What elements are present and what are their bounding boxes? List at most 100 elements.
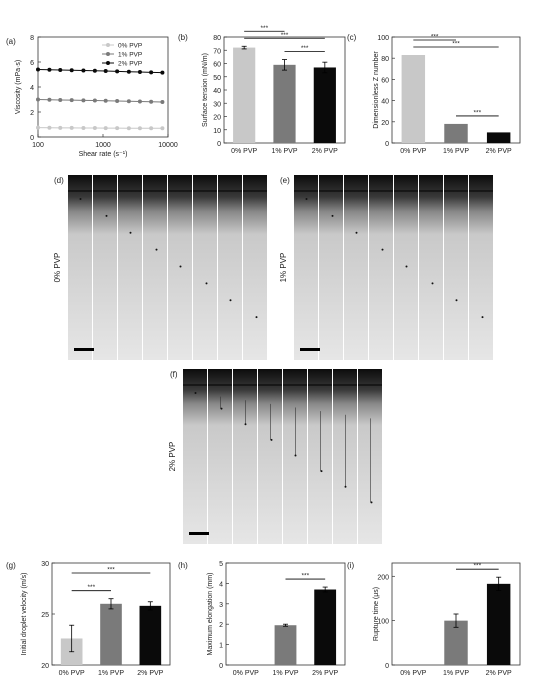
- significance-label: ***: [88, 584, 96, 591]
- droplet: [405, 265, 408, 268]
- bar: [313, 67, 336, 143]
- video-frame: [469, 175, 493, 360]
- data-point: [160, 126, 165, 131]
- scale-bar: [74, 348, 94, 351]
- data-point: [149, 126, 154, 131]
- y-tick-label: 30: [41, 561, 49, 568]
- y-axis-label: Viscosity (mPa·s): [15, 60, 22, 114]
- droplet: [370, 501, 373, 504]
- video-frame: [243, 175, 267, 360]
- data-point: [160, 70, 165, 75]
- y-tick-label: 100: [377, 35, 389, 42]
- series-line: [37, 127, 163, 129]
- panel-label: (f): [170, 370, 178, 379]
- x-tick-label: 2% PVP: [137, 670, 163, 677]
- y-tick-label: 10: [213, 128, 221, 135]
- y-tick-label: 2: [219, 622, 223, 629]
- video-frame: [193, 175, 217, 360]
- x-tick-label: 0% PVP: [59, 670, 85, 677]
- scale-bar: [189, 532, 209, 535]
- y-tick-label: 25: [41, 612, 49, 619]
- droplet: [79, 198, 82, 200]
- y-tick-label: 4: [219, 581, 223, 588]
- bar: [486, 132, 511, 143]
- video-frame: [218, 175, 242, 360]
- droplet: [381, 248, 384, 251]
- panel-label: (c): [347, 33, 357, 42]
- x-tick-label: 2% PVP: [312, 670, 338, 677]
- panel-label: (g): [6, 561, 16, 570]
- data-point: [58, 68, 63, 72]
- data-point: [81, 68, 86, 73]
- bar: [486, 583, 511, 665]
- y-tick-label: 2: [30, 110, 34, 117]
- video-frame: [394, 175, 418, 360]
- video-frame: [168, 175, 192, 360]
- bar: [314, 589, 337, 665]
- video-frame: [258, 369, 282, 544]
- data-point: [103, 98, 108, 103]
- droplet: [129, 231, 132, 234]
- x-tick-label: 100: [32, 142, 44, 149]
- panel-label: (d): [54, 176, 64, 185]
- y-tick-label: 20: [213, 115, 221, 122]
- bar: [100, 603, 122, 665]
- data-point: [69, 125, 74, 130]
- data-point: [137, 70, 142, 74]
- y-tick-label: 0: [385, 663, 389, 670]
- legend-marker: [106, 61, 110, 65]
- y-tick-label: 60: [213, 62, 221, 69]
- panel-label: (a): [6, 37, 16, 46]
- data-point: [81, 98, 86, 103]
- significance-label: ***: [301, 45, 309, 52]
- y-tick-label: 5: [219, 561, 223, 568]
- data-point: [137, 99, 142, 104]
- scale-bar: [300, 348, 320, 351]
- x-tick-label: 0% PVP: [400, 670, 426, 677]
- legend-marker: [106, 52, 110, 56]
- droplet: [194, 392, 197, 394]
- y-axis-label: Dimensionless Z number: [373, 51, 380, 129]
- y-tick-label: 60: [381, 77, 389, 84]
- x-axis-label: Shear rate (s⁻¹): [79, 151, 128, 158]
- video-frame: [358, 369, 382, 544]
- x-tick-label: 0% PVP: [400, 148, 426, 155]
- data-point: [58, 125, 63, 130]
- panel-label: (h): [178, 561, 188, 570]
- x-tick-label: 2% PVP: [486, 148, 512, 155]
- data-point: [36, 67, 40, 72]
- y-tick-label: 100: [377, 619, 389, 626]
- panel-label: (b): [178, 33, 188, 42]
- droplet: [229, 299, 232, 302]
- data-point: [126, 99, 131, 104]
- droplet: [431, 282, 434, 285]
- legend-marker: [106, 43, 110, 47]
- significance-label: ***: [107, 567, 115, 574]
- video-frame: [319, 175, 343, 360]
- x-tick-label: 10000: [158, 142, 178, 149]
- data-point: [115, 99, 120, 103]
- bar: [139, 605, 162, 665]
- series-line: [37, 69, 163, 74]
- y-axis-label: Surface tension (mN/m): [202, 53, 209, 127]
- plot-frame: [37, 36, 169, 138]
- y-tick-label: 200: [377, 574, 389, 581]
- data-point: [36, 125, 40, 130]
- legend-entry: 1% PVP: [118, 52, 142, 59]
- data-point: [92, 68, 97, 73]
- data-point: [47, 97, 52, 102]
- condition-label: 0% PVP: [53, 253, 62, 283]
- video-frame: [369, 175, 393, 360]
- y-tick-label: 30: [213, 101, 221, 108]
- video-frame: [118, 175, 142, 360]
- significance-label: ***: [474, 109, 482, 116]
- bar: [444, 123, 468, 143]
- droplet: [220, 407, 223, 410]
- significance-label: ***: [281, 32, 289, 39]
- y-axis-label: Rupture time (μs): [373, 587, 380, 641]
- video-frame: [93, 175, 117, 360]
- bar: [233, 47, 256, 143]
- droplet: [320, 470, 323, 473]
- video-frame: [308, 369, 332, 544]
- x-tick-label: 2% PVP: [312, 148, 338, 155]
